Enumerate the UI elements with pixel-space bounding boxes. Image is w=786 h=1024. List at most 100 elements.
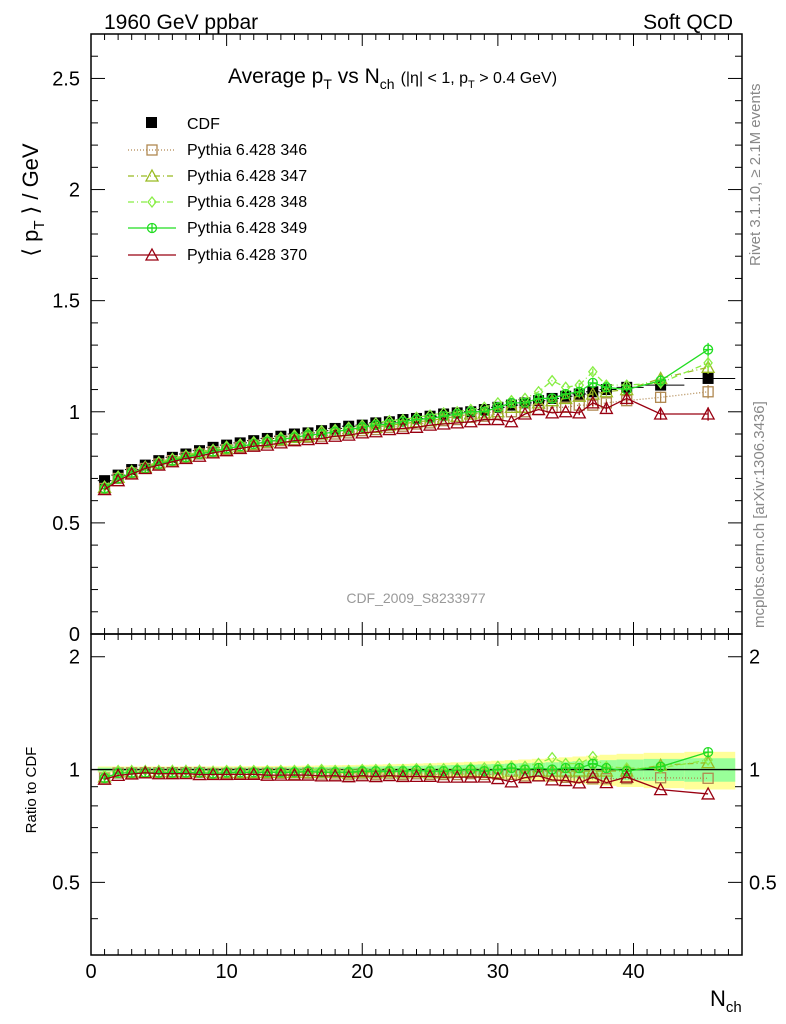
ratio-point-p370: [233, 767, 248, 781]
ratio-point-p370: [395, 769, 411, 783]
legend-label-349: Pythia 6.428 349: [187, 220, 307, 237]
y-tick-label: 1: [69, 402, 80, 424]
ratio-point-p349: [560, 762, 571, 774]
x-tick-label: 40: [622, 961, 644, 983]
x-tick-label: 30: [487, 961, 509, 983]
ratio-point-p370: [504, 774, 519, 788]
legend-entry-346: Pythia 6.428 346: [128, 142, 307, 159]
ratio-point-p370: [422, 768, 438, 782]
point-p348: [547, 374, 557, 387]
y-tick-label: 2: [69, 180, 80, 202]
legend-entry-348: Pythia 6.428 348: [128, 194, 307, 211]
ratio-point-p370: [178, 766, 194, 780]
axis-ticks: [90, 33, 743, 955]
ratio-point-p370: [205, 767, 221, 781]
point-p370: [700, 406, 716, 420]
point-p370: [450, 415, 465, 429]
point-p349: [702, 344, 714, 355]
chart-title: Average pT vs Nch (|η| < 1, pT > 0.4 GeV): [228, 65, 557, 92]
analysis-watermark: CDF_2009_S8233977: [346, 590, 486, 606]
point-p370: [395, 421, 411, 435]
point-p349: [546, 393, 558, 404]
y-tick-label: 2.5: [52, 68, 80, 90]
ratio-point-p349: [587, 758, 598, 769]
point-p370: [165, 454, 180, 468]
point-p370: [422, 417, 438, 431]
point-p370: [382, 422, 397, 436]
point-p370: [314, 431, 329, 445]
legend-entry-cdf: CDF: [146, 116, 220, 133]
legend: CDF Pythia 6.428 346 Pythia 6.428 347 Py…: [128, 116, 307, 264]
point-p349: [479, 406, 490, 417]
ratio-point-p370: [558, 773, 573, 787]
ratio-point-p370: [341, 769, 356, 783]
point-p370: [504, 414, 519, 428]
series-line-p346: [104, 391, 709, 489]
ratio-point-p347: [490, 765, 505, 779]
ratio-plot-frame: [90, 633, 743, 956]
x-tick-label: 20: [351, 961, 373, 983]
point-p370: [205, 445, 221, 459]
ratio-point-p349: [533, 762, 544, 774]
ratio-point-p370: [300, 767, 316, 781]
ratio-point-p347: [545, 763, 560, 777]
point-p370: [463, 414, 478, 428]
ratio-point-p370: [165, 766, 180, 780]
ratio-point-p370: [619, 769, 634, 783]
ratio-point-p370: [111, 767, 126, 781]
ratio-point-p370: [246, 766, 261, 780]
ratio-y-tick-label: 0.5: [52, 872, 80, 894]
point-p370: [260, 437, 275, 451]
point-p370: [138, 461, 153, 475]
point-p370: [355, 425, 370, 439]
ratio-point-p370: [490, 771, 505, 785]
ratio-point-p370: [409, 769, 424, 783]
point-p347: [463, 406, 478, 420]
rivet-label: Rivet 3.1.10, ≥ 2.1M events: [747, 84, 764, 267]
category-label: Soft QCD: [643, 11, 733, 34]
ratio-point-p370: [124, 766, 139, 780]
tick-labels: 0 10 20 30 40 0 0.5 1 1.5 2 2.5 0.5 0.5 1 1 2 2: [52, 68, 777, 983]
ratio-point-p347: [409, 764, 424, 778]
point-p349: [587, 377, 598, 389]
point-p349: [411, 414, 422, 425]
ratio-point-p347: [463, 763, 478, 777]
ratio-series-layer: [97, 746, 716, 800]
point-p349: [506, 397, 517, 409]
legend-label-348: Pythia 6.428 348: [187, 194, 307, 211]
ratio-point-p347: [436, 765, 451, 779]
point-p370: [477, 412, 492, 426]
ratio-point-p349: [601, 762, 612, 774]
point-p370: [653, 406, 668, 420]
main-series-layer: [97, 342, 736, 496]
ratio-point-p370: [97, 771, 112, 785]
ratio-point-p370: [382, 768, 397, 782]
ratio-point-p370: [700, 786, 716, 800]
ratio-point-p370: [138, 765, 153, 779]
ratio-point-p370: [355, 768, 370, 782]
ratio-point-p370: [314, 768, 329, 782]
ratio-point-p370: [477, 769, 492, 783]
ratio-point-p370: [517, 770, 533, 784]
ratio-point-p347: [395, 765, 411, 779]
point-p347: [585, 386, 600, 400]
point-p370: [545, 405, 560, 419]
point-p349: [601, 382, 612, 393]
point-p346: [702, 386, 714, 398]
x-tick-label: 0: [85, 961, 96, 983]
point-p370: [273, 435, 288, 449]
point-p370: [287, 433, 302, 447]
ratio-point-p349: [574, 762, 585, 774]
ratio-y-tick-label: 1: [749, 760, 760, 782]
point-p370: [233, 441, 248, 455]
y-tick-label: 0: [69, 624, 80, 646]
point-p370: [585, 395, 600, 409]
point-p370: [368, 424, 383, 438]
energy-label: 1960 GeV ppbar: [104, 11, 258, 34]
ratio-point-p346: [600, 773, 613, 785]
point-p370: [328, 428, 343, 442]
point-p370: [409, 419, 424, 433]
legend-entry-347: Pythia 6.428 347: [128, 168, 307, 185]
ratio-point-p347: [585, 763, 600, 777]
series-line-p348: [104, 362, 709, 487]
